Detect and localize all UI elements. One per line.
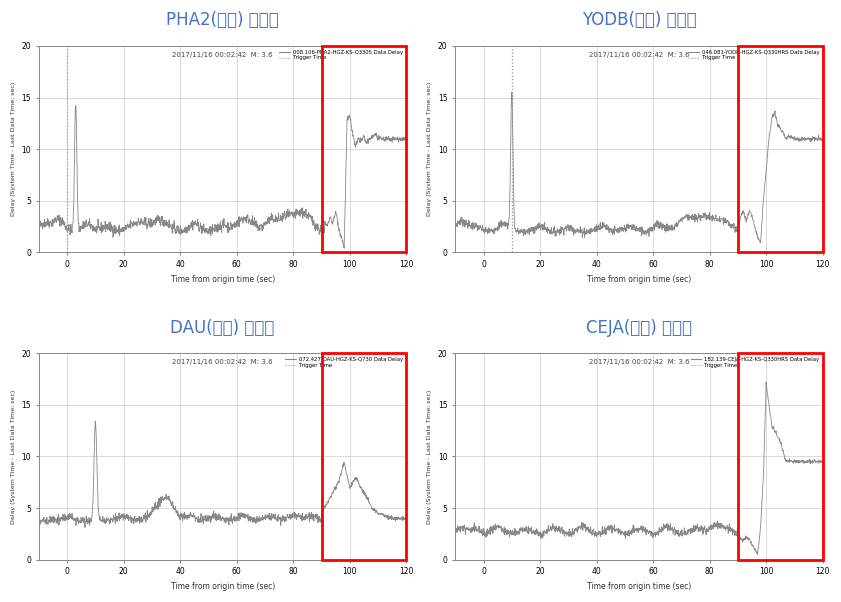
Text: 2017/11/16 00:02:42  M: 3.6: 2017/11/16 00:02:42 M: 3.6 [172, 359, 273, 365]
Text: 2017/11/16 00:02:42  M: 3.6: 2017/11/16 00:02:42 M: 3.6 [589, 52, 690, 58]
Text: 2017/11/16 00:02:42  M: 3.6: 2017/11/16 00:02:42 M: 3.6 [589, 359, 690, 365]
X-axis label: Time from origin time (sec): Time from origin time (sec) [171, 275, 275, 284]
Y-axis label: Delay (System Time - Last Data Time; sec): Delay (System Time - Last Data Time; sec… [11, 389, 16, 524]
Text: YODB(영덕) 관측소: YODB(영덕) 관측소 [582, 11, 696, 29]
Y-axis label: Delay (System Time - Last Data Time; sec): Delay (System Time - Last Data Time; sec… [427, 389, 432, 524]
Bar [321, 46, 406, 252]
Text: PHA2(포항) 관측소: PHA2(포항) 관측소 [167, 11, 279, 29]
Text: CEJA(청주) 관측소: CEJA(청주) 관측소 [586, 318, 692, 337]
Legend: 008.106-PHA2-HGZ-KS-Q3305 Data Delay, Trigger Time: 008.106-PHA2-HGZ-KS-Q3305 Data Delay, Tr… [278, 49, 404, 61]
Legend: 072.427-DAU-HGZ-KS-Q730 Data Delay, Trigger Time: 072.427-DAU-HGZ-KS-Q730 Data Delay, Trig… [284, 356, 404, 369]
Bar [738, 46, 822, 252]
Bar [321, 353, 406, 560]
X-axis label: Time from origin time (sec): Time from origin time (sec) [171, 582, 275, 591]
Legend: 046.081-YODB-HGZ-KS-Q330HRS Data Delay, Trigger Time: 046.081-YODB-HGZ-KS-Q330HRS Data Delay, … [687, 49, 820, 61]
Text: 2017/11/16 00:02:42  M: 3.6: 2017/11/16 00:02:42 M: 3.6 [172, 52, 273, 58]
X-axis label: Time from origin time (sec): Time from origin time (sec) [587, 582, 691, 591]
Legend: 182.139-CEJA-HGZ-KS-Q330HRS Data Delay, Trigger Time: 182.139-CEJA-HGZ-KS-Q330HRS Data Delay, … [690, 356, 820, 369]
Text: DAU(대구) 관측소: DAU(대구) 관측소 [171, 318, 275, 337]
Bar [738, 353, 822, 560]
Y-axis label: Delay (System Time - Last Data Time; sec): Delay (System Time - Last Data Time; sec… [11, 82, 16, 216]
X-axis label: Time from origin time (sec): Time from origin time (sec) [587, 275, 691, 284]
Y-axis label: Delay (System Time - Last Data Time; sec): Delay (System Time - Last Data Time; sec… [427, 82, 432, 216]
